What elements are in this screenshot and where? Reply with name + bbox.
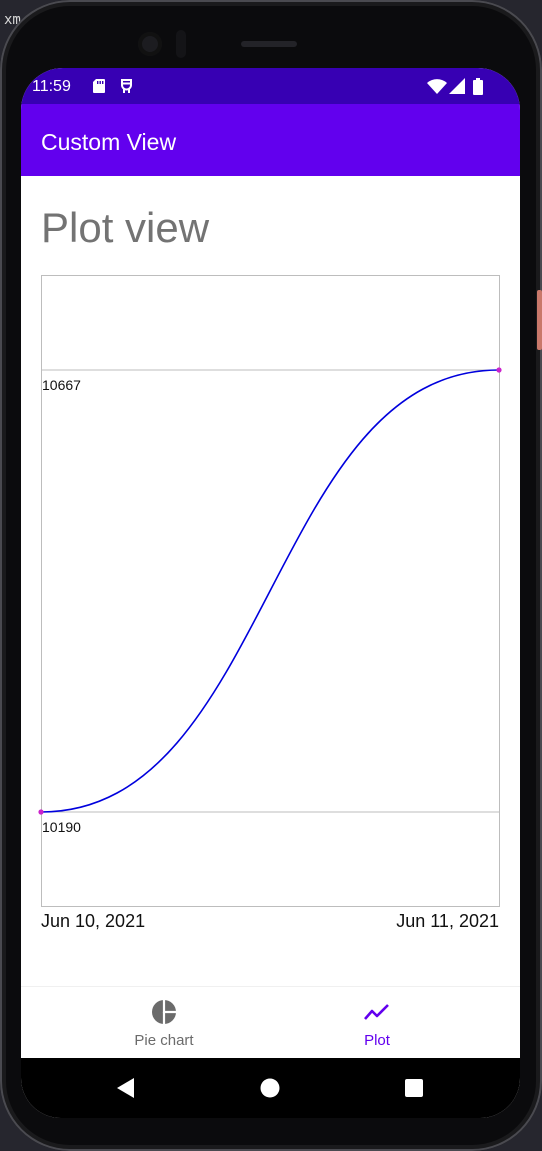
data-point <box>38 809 44 815</box>
side-button <box>537 290 542 350</box>
app-bar: Custom View <box>21 104 520 176</box>
nav-item-plot[interactable]: Plot <box>277 987 477 1059</box>
nav-item-pie-chart[interactable]: Pie chart <box>64 987 264 1059</box>
recents-icon[interactable] <box>394 1068 434 1108</box>
sd-card-icon <box>93 79 105 93</box>
y-tick-label: 10190 <box>42 819 81 835</box>
nav-label-plot: Plot <box>364 1032 390 1049</box>
signal-icon <box>449 78 465 94</box>
screen: 11:59 Cus <box>21 68 520 1118</box>
page-heading: Plot view <box>41 204 210 251</box>
status-time: 11:59 <box>32 78 71 95</box>
back-icon[interactable] <box>105 1068 145 1108</box>
plot-chart: 10667 10190 Jun 10, 2021 Jun 11, 2021 <box>38 275 502 931</box>
front-camera-icon <box>138 32 162 56</box>
trend-line-icon <box>364 1004 389 1020</box>
battery-icon <box>473 78 483 95</box>
x-tick-label: Jun 11, 2021 <box>396 911 499 931</box>
debug-icon <box>121 79 132 93</box>
earpiece-speaker <box>241 41 297 47</box>
y-tick-label: 10667 <box>42 377 81 393</box>
pie-chart-icon <box>152 1000 176 1024</box>
app-title: Custom View <box>41 129 177 155</box>
series-line <box>40 369 500 813</box>
system-navigation-bar <box>21 1058 520 1118</box>
data-point <box>496 367 502 373</box>
x-tick-label: Jun 10, 2021 <box>41 911 145 931</box>
bottom-navigation: Pie chart Plot <box>21 986 520 1059</box>
sensor-icon <box>176 30 186 58</box>
wifi-icon <box>427 79 447 94</box>
home-icon[interactable] <box>250 1068 290 1108</box>
nav-label-pie-chart: Pie chart <box>134 1032 194 1049</box>
status-bar: 11:59 <box>21 68 520 104</box>
